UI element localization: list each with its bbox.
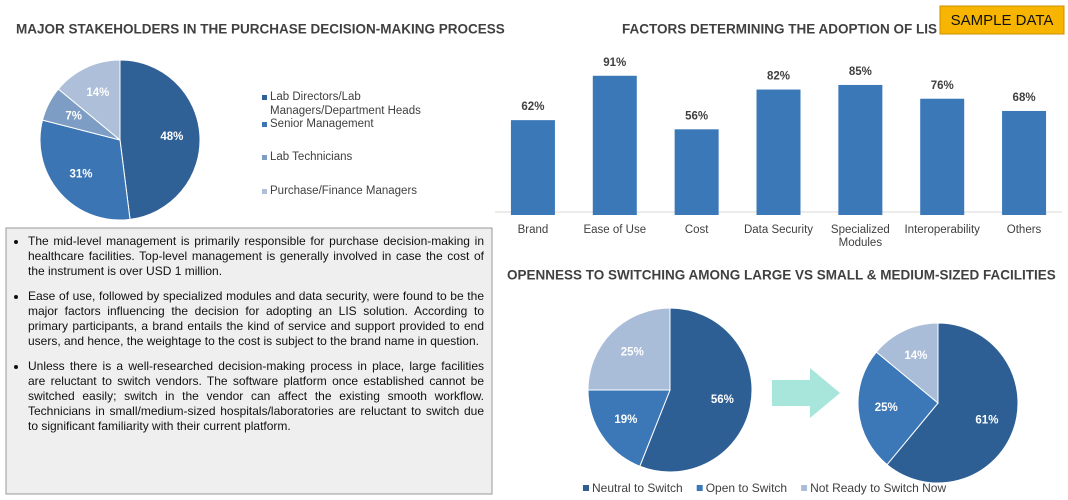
x-tick-label: Data Security — [743, 224, 814, 236]
bar — [1002, 110, 1047, 215]
note: Unless there is a well-researched decisi… — [28, 359, 484, 434]
note: The mid-level management is primarily re… — [28, 234, 484, 279]
data-label: 31% — [69, 168, 92, 180]
pie-slice — [587, 389, 671, 467]
x-tick-label-box: Brand — [517, 224, 549, 236]
x-tick-label-box: Specialized Modules — [830, 224, 890, 249]
legend-swatch — [262, 189, 267, 194]
badge: SAMPLE DATA — [951, 12, 1054, 29]
chart-title: MAJOR STAKEHOLDERS IN THE PURCHASE DECIS… — [16, 22, 505, 37]
x-tick-label-box: Interoperability — [904, 224, 980, 236]
chart-title: OPENNESS TO SWITCHING AMONG LARGE VS SMA… — [507, 268, 1056, 283]
pie-slice — [875, 322, 939, 405]
legend-swatch — [696, 485, 703, 491]
data-label: 19% — [614, 414, 637, 426]
legend-label-box: Lab Technicians — [270, 151, 353, 163]
data-label: 76% — [931, 80, 954, 92]
x-tick-label: Ease of Use — [583, 224, 647, 236]
data-label: 14% — [86, 87, 109, 99]
notes-area: The mid-level management is primarily re… — [6, 228, 492, 494]
data-label: 82% — [767, 71, 790, 83]
chart-title: FACTORS DETERMINING THE ADOPTION OF LIS — [622, 22, 937, 37]
pie-slice — [39, 119, 131, 221]
legend-label: Lab Technicians — [270, 151, 353, 163]
arrow — [772, 368, 840, 418]
data-label: 68% — [1013, 92, 1036, 104]
pie-slice — [57, 59, 121, 142]
x-tick-label-box: Cost — [684, 224, 709, 236]
legend-swatch — [801, 485, 808, 491]
legend-label: Purchase/Finance Managers — [270, 185, 418, 197]
x-tick-label: Brand — [517, 224, 549, 236]
data-label: 61% — [975, 415, 998, 427]
legend-swatch — [583, 485, 589, 491]
badge-box — [939, 5, 1065, 35]
pie-slice — [886, 322, 1019, 484]
pie-slice — [857, 351, 939, 466]
x-tick-label-box: Ease of Use — [583, 224, 647, 236]
x-tick-label-box: Others — [1006, 224, 1042, 236]
pie-slice — [639, 307, 753, 473]
bar — [674, 129, 719, 215]
notes-list: The mid-level management is primarily re… — [6, 228, 492, 434]
data-label: 25% — [621, 346, 644, 358]
x-tick-label: Cost — [684, 224, 709, 236]
notes-box — [5, 227, 493, 495]
data-label: 62% — [521, 101, 544, 113]
legend-swatch — [262, 122, 267, 127]
x-tick-label: Specialized Modules — [830, 224, 890, 249]
pie-slice — [587, 307, 671, 391]
bar — [510, 120, 555, 215]
x-tick-label: Interoperability — [904, 224, 980, 236]
bar — [592, 75, 637, 216]
data-label: 25% — [875, 402, 898, 414]
legend-label-box: Senior Management — [270, 118, 374, 130]
legend-label: Not Ready to Switch Now — [810, 481, 946, 495]
data-label: 14% — [904, 350, 927, 362]
legend-swatch — [262, 95, 267, 100]
legend-label: Lab Directors/Lab Managers/Department He… — [270, 91, 421, 117]
bar — [838, 84, 883, 215]
legend-swatch — [262, 155, 267, 160]
legend-label: Senior Management — [270, 118, 374, 130]
data-label: 56% — [685, 110, 708, 122]
note: Ease of use, followed by specialized mod… — [28, 289, 484, 349]
x-tick-label-box: Data Security — [743, 224, 814, 236]
pie-slice — [119, 59, 201, 220]
data-label: 91% — [603, 57, 626, 69]
data-label: 85% — [849, 66, 872, 78]
data-label: 7% — [65, 110, 82, 122]
legend-label-box: Purchase/Finance Managers — [270, 185, 418, 197]
bar — [756, 89, 801, 215]
legend-label-box: Lab Directors/Lab Managers/Department He… — [270, 91, 421, 117]
x-tick-label: Others — [1006, 224, 1042, 236]
legend-label: Neutral to Switch — [592, 481, 683, 495]
data-label: 56% — [711, 394, 734, 406]
data-label: 48% — [160, 131, 183, 143]
bar — [920, 98, 965, 215]
legend-label: Open to Switch — [706, 481, 787, 495]
